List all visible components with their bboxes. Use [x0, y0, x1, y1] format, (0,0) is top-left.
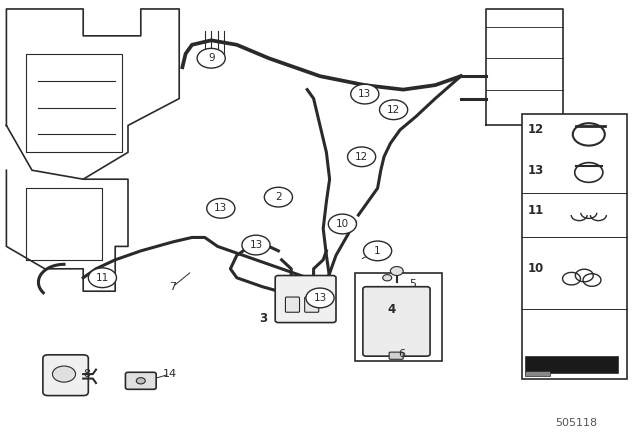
Text: 13: 13: [250, 240, 262, 250]
Text: 10: 10: [336, 219, 349, 229]
Circle shape: [348, 147, 376, 167]
Text: 5: 5: [410, 279, 416, 289]
Text: 7: 7: [169, 282, 177, 292]
FancyBboxPatch shape: [525, 371, 550, 376]
Circle shape: [207, 198, 235, 218]
Text: 12: 12: [387, 105, 400, 115]
Text: 13: 13: [358, 89, 371, 99]
Text: 9: 9: [208, 53, 214, 63]
FancyBboxPatch shape: [522, 114, 627, 379]
FancyBboxPatch shape: [285, 297, 300, 312]
FancyBboxPatch shape: [525, 356, 618, 373]
FancyBboxPatch shape: [43, 355, 88, 396]
Circle shape: [52, 366, 76, 382]
Text: 2: 2: [275, 192, 282, 202]
Circle shape: [136, 378, 145, 384]
FancyBboxPatch shape: [355, 273, 442, 361]
Circle shape: [306, 288, 334, 308]
Text: 6: 6: [399, 349, 405, 359]
Circle shape: [328, 214, 356, 234]
Text: 1: 1: [374, 246, 381, 256]
Text: 4: 4: [388, 302, 396, 316]
Circle shape: [364, 241, 392, 261]
Circle shape: [88, 268, 116, 288]
Circle shape: [351, 84, 379, 104]
Circle shape: [197, 48, 225, 68]
Text: 11: 11: [96, 273, 109, 283]
Text: 14: 14: [163, 369, 177, 379]
FancyBboxPatch shape: [389, 352, 403, 359]
Text: 12: 12: [528, 123, 544, 137]
Circle shape: [380, 100, 408, 120]
Text: 505118: 505118: [555, 418, 597, 428]
Text: 8: 8: [83, 369, 90, 379]
Text: 3: 3: [260, 312, 268, 326]
FancyBboxPatch shape: [125, 372, 156, 389]
Circle shape: [264, 187, 292, 207]
Text: 10: 10: [528, 262, 544, 276]
FancyBboxPatch shape: [363, 287, 430, 356]
Text: 11: 11: [528, 204, 544, 217]
Text: 13: 13: [314, 293, 326, 303]
Text: 13: 13: [214, 203, 227, 213]
Circle shape: [383, 275, 392, 281]
Text: 13: 13: [528, 164, 544, 177]
FancyBboxPatch shape: [305, 297, 319, 312]
FancyBboxPatch shape: [275, 276, 336, 323]
Text: 12: 12: [355, 152, 368, 162]
Circle shape: [390, 267, 403, 276]
Circle shape: [242, 235, 270, 255]
